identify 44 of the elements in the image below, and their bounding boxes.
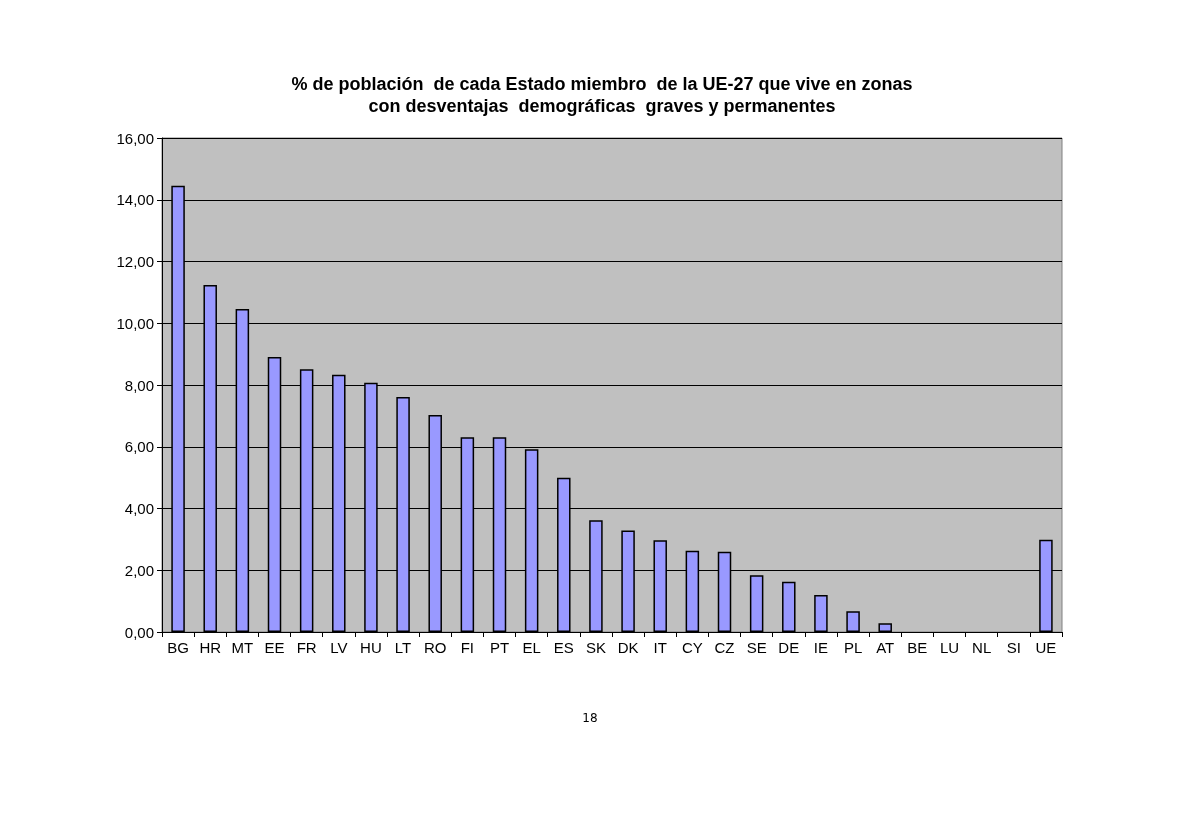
bar — [814, 594, 828, 632]
x-tick-label: PL — [843, 639, 863, 656]
x-tick-label: AT — [876, 639, 895, 656]
x-tick-label: NL — [972, 639, 992, 656]
text: 18 — [582, 711, 598, 725]
x-tick-label: LT — [394, 639, 412, 656]
x-tick-label: HR — [199, 639, 222, 656]
bar — [782, 581, 796, 632]
y-tick-label: 14,00 — [116, 191, 154, 209]
y-tick-label: 10,00 — [116, 314, 154, 332]
x-tick-label: PT — [489, 639, 510, 656]
x-tick-label: BE — [907, 639, 928, 656]
y-tick-label: 6,00 — [124, 438, 154, 456]
x-tick-label: HU — [360, 639, 382, 656]
x-tick-label: LV — [330, 639, 348, 656]
y-tick-label: 2,00 — [124, 561, 154, 579]
x-tick-label: FI — [460, 639, 475, 656]
y-tick-label: 4,00 — [124, 500, 154, 517]
x-tick-label: UE — [1035, 639, 1057, 656]
x-tick-label: MT — [231, 639, 254, 656]
x-tick-label: LU — [939, 639, 960, 656]
y-tick-label: 16,00 — [116, 129, 154, 147]
x-tick-label: IT — [653, 639, 667, 656]
bar — [878, 623, 892, 632]
x-tick-label: ES — [553, 639, 574, 656]
bar — [749, 575, 764, 632]
bar — [846, 611, 860, 632]
x-tick-label: CY — [681, 639, 703, 656]
x-tick-label: DE — [778, 639, 800, 656]
x-tick-label: SE — [746, 639, 767, 656]
x-tick-label: EL — [522, 639, 541, 656]
x-tick-label: RO — [423, 639, 447, 656]
x-tick-label: FR — [296, 639, 317, 656]
x-tick-label: DK — [617, 639, 639, 656]
x-tick-label: SI — [1006, 639, 1021, 656]
x-tick-label: IE — [813, 639, 829, 656]
y-tick-label: 0,00 — [124, 623, 154, 641]
y-tick-label: 12,00 — [116, 253, 154, 270]
x-tick-label: SK — [585, 639, 606, 656]
x-tick-label: CZ — [714, 639, 735, 656]
chart-title: % de población de cada Estado miembro de la UE-27 que vive en zonas con desventajas demográficas graves y permanentes — [291, 74, 913, 116]
y-tick-label: 8,00 — [124, 376, 154, 394]
x-tick-label: BG — [167, 639, 189, 656]
x-tick-label: EE — [264, 639, 285, 656]
